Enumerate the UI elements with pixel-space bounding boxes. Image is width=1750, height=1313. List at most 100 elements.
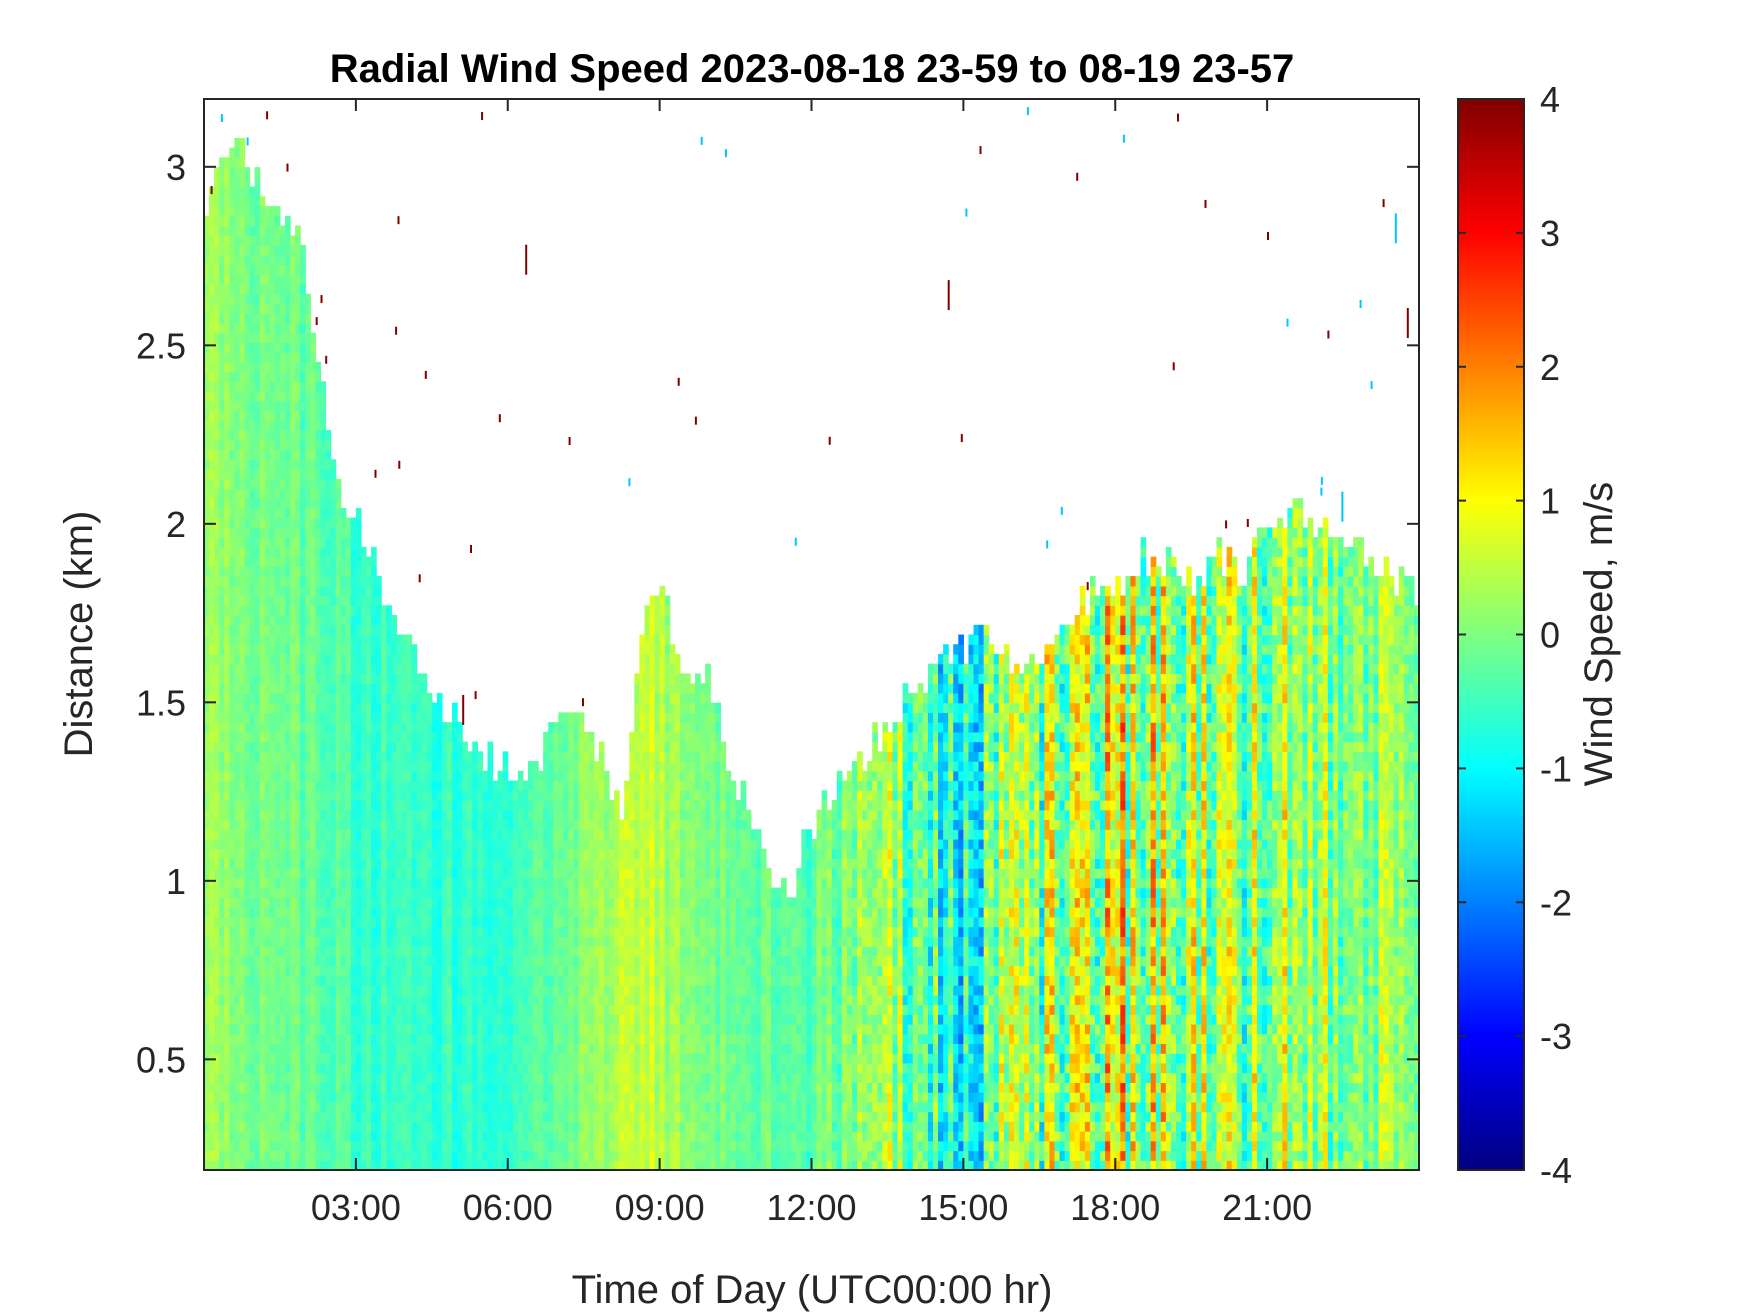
heatmap-cell: [310, 420, 316, 431]
heatmap-cell: [330, 595, 337, 606]
heatmap-cell: [345, 712, 352, 723]
heatmap-cell: [244, 965, 251, 976]
heatmap-cell: [224, 907, 230, 918]
heatmap-cell: [290, 400, 296, 412]
heatmap-cell: [507, 790, 514, 801]
heatmap-cell: [517, 1043, 524, 1054]
heatmap-cell: [320, 1023, 327, 1035]
heatmap-cell: [558, 994, 565, 1006]
heatmap-cell: [426, 926, 433, 937]
heatmap-cell: [366, 595, 372, 606]
heatmap-cell: [259, 683, 266, 694]
heatmap-cell: [391, 985, 397, 996]
heatmap-cell: [568, 975, 575, 986]
heatmap-cell: [279, 975, 286, 986]
heatmap-cell: [482, 819, 489, 830]
heatmap-cell: [269, 430, 276, 441]
heatmap-cell: [522, 1140, 529, 1152]
heatmap-cell: [558, 741, 565, 752]
heatmap-cell: [219, 819, 225, 830]
heatmap-cell: [219, 576, 225, 587]
heatmap-cell: [295, 420, 301, 431]
heatmap-cell: [553, 1023, 559, 1035]
heatmap-cell: [457, 868, 463, 879]
heatmap-cell: [209, 264, 215, 275]
heatmap-cell: [350, 663, 357, 675]
heatmap-cell: [330, 1111, 337, 1122]
heatmap-cell: [543, 731, 549, 743]
heatmap-cell: [305, 1101, 311, 1113]
heatmap-cell: [219, 731, 225, 743]
heatmap-cell: [244, 527, 251, 538]
heatmap-cell: [502, 770, 509, 782]
heatmap-cell: [229, 1043, 235, 1054]
heatmap-cell: [426, 1033, 433, 1045]
heatmap-cell: [320, 468, 327, 480]
heatmap-cell: [290, 381, 296, 392]
heatmap-cell: [209, 1092, 215, 1103]
heatmap-cell: [234, 1160, 241, 1171]
heatmap-cell: [492, 1072, 499, 1083]
heatmap-cell: [285, 663, 291, 675]
heatmap-cell: [279, 400, 286, 412]
heatmap-cell: [366, 702, 372, 713]
heatmap-cell: [517, 770, 524, 782]
heatmap-cell: [310, 770, 316, 782]
heatmap-cell: [447, 897, 453, 908]
heatmap-cell: [482, 829, 489, 840]
heatmap-cell: [259, 1111, 266, 1122]
heatmap-cell: [477, 877, 484, 889]
heatmap-cell: [563, 1043, 570, 1054]
heatmap-cell: [426, 1160, 433, 1171]
heatmap-cell: [279, 712, 286, 723]
heatmap-cell: [254, 653, 261, 665]
heatmap-cell: [517, 1121, 524, 1132]
heatmap-cell: [340, 858, 347, 869]
heatmap-cell: [244, 936, 251, 947]
heatmap-cell: [244, 1131, 251, 1142]
heatmap-cell: [482, 1004, 489, 1015]
heatmap-cell: [315, 1111, 322, 1122]
heatmap-cell: [467, 1140, 473, 1152]
heatmap-cell: [290, 361, 296, 373]
heatmap-cell: [274, 946, 281, 957]
heatmap-cell: [285, 235, 291, 246]
heatmap-cell: [285, 653, 291, 665]
heatmap-cell: [269, 1160, 276, 1171]
heatmap-cell: [224, 391, 230, 402]
heatmap-cell: [234, 985, 241, 996]
heatmap-cell: [406, 1082, 413, 1093]
heatmap-cell: [290, 371, 296, 382]
heatmap-cell: [345, 1101, 352, 1113]
heatmap-cell: [204, 361, 210, 373]
heatmap-cell: [477, 1062, 484, 1074]
heatmap-cell: [229, 332, 235, 344]
heatmap-cell: [315, 1062, 322, 1074]
heatmap-cell: [538, 1053, 544, 1064]
heatmap-cell: [209, 225, 215, 236]
heatmap-cell: [472, 1004, 478, 1015]
heatmap-cell: [300, 1160, 306, 1171]
heatmap-cell: [259, 624, 266, 636]
heatmap-cell: [274, 225, 281, 236]
heatmap-cell: [264, 303, 271, 314]
heatmap-cell: [497, 838, 504, 850]
heatmap-cell: [315, 907, 322, 918]
heatmap-cell: [229, 741, 235, 752]
heatmap-cell: [254, 994, 261, 1006]
heatmap-cell: [285, 313, 291, 324]
heatmap-cell: [204, 468, 210, 480]
heatmap-cell: [472, 761, 478, 772]
heatmap-cell: [239, 858, 246, 869]
heatmap-cell: [350, 936, 357, 947]
heatmap-cell: [386, 683, 392, 694]
heatmap-cell: [249, 254, 256, 266]
heatmap-cell: [254, 897, 261, 908]
heatmap-cell: [239, 566, 246, 577]
heatmap-cell: [376, 1092, 382, 1103]
heatmap-cell: [269, 225, 276, 236]
heatmap-cell: [249, 1140, 256, 1152]
heatmap-cell: [315, 1092, 322, 1103]
heatmap-cell: [416, 761, 423, 772]
heatmap-cell: [300, 430, 306, 441]
